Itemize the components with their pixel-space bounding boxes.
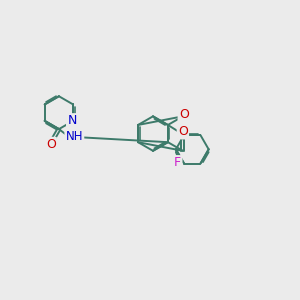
Text: O: O (46, 138, 56, 151)
Text: N: N (67, 114, 76, 128)
Text: O: O (178, 125, 188, 138)
Text: NH: NH (66, 130, 83, 143)
Text: O: O (179, 108, 189, 121)
Text: F: F (174, 156, 181, 169)
